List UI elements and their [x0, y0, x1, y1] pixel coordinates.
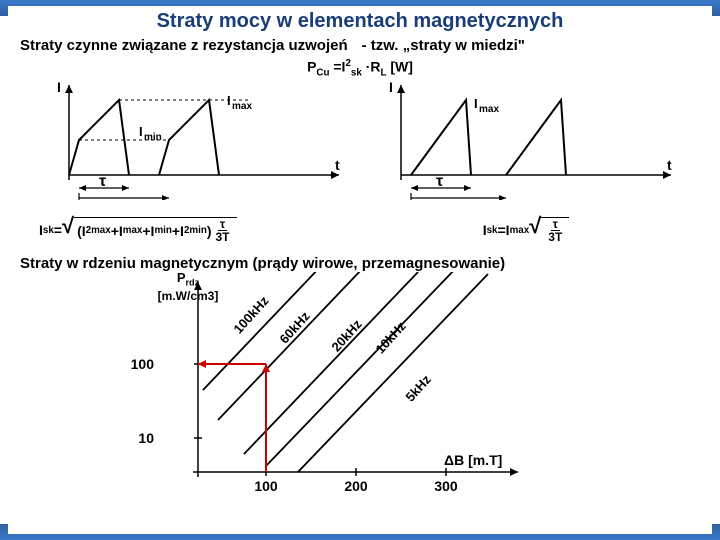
subtitle-right: - tzw. „straty w miedzi": [362, 37, 525, 54]
section2-heading: Straty w rdzeniu magnetycznym (prądy wir…: [8, 249, 712, 272]
svg-text:I: I: [389, 80, 393, 95]
svg-text:t: t: [667, 157, 672, 173]
svg-text:τ: τ: [436, 173, 443, 190]
formula-pcu: PCu =I2sk ·RL [W]: [8, 56, 712, 80]
axis-I-label: I: [57, 80, 61, 95]
chart-svg: [158, 272, 578, 507]
svg-text:T: T: [452, 197, 460, 200]
svg-text:I: I: [139, 124, 143, 139]
waveform-row: I I max I min t τ: [8, 80, 712, 205]
chart-ylabel: Prdz [m.W/cm3]: [148, 270, 228, 303]
svg-text:I: I: [227, 93, 231, 108]
loss-chart: Prdz [m.W/cm3] 100 10: [158, 272, 578, 507]
page-title: Straty mocy w elementach magnetycznych: [8, 6, 712, 33]
svg-text:max: max: [479, 104, 499, 115]
svg-text:t: t: [335, 157, 340, 173]
svg-text:max: max: [232, 101, 252, 112]
waveform-left: I I max I min t τ: [39, 80, 349, 205]
svg-text:min: min: [144, 132, 162, 143]
ytick-100: 100: [130, 356, 154, 372]
svg-text:τ: τ: [99, 173, 106, 190]
isk-formula-right: Isk =Imax √ τ3T: [371, 217, 681, 243]
subtitle-left: Straty czynne związane z rezystancja uzw…: [20, 37, 348, 54]
svg-text:I: I: [474, 96, 478, 111]
subtitle-row: Straty czynne związane z rezystancja uzw…: [8, 33, 712, 56]
xtick-300: 300: [426, 478, 466, 494]
svg-text:T: T: [115, 197, 123, 200]
waveform-right: I I max t τ T: [371, 80, 681, 205]
ytick-10: 10: [130, 430, 154, 446]
chart-xlabel: ΔB [m.T]: [444, 452, 502, 468]
xtick-100: 100: [246, 478, 286, 494]
isk-formula-left: Isk = √ (I2max +Imax +Imin +I2min ) τ3T: [39, 217, 349, 243]
xtick-200: 200: [336, 478, 376, 494]
isk-formulas: Isk = √ (I2max +Imax +Imin +I2min ) τ3T …: [8, 213, 712, 243]
